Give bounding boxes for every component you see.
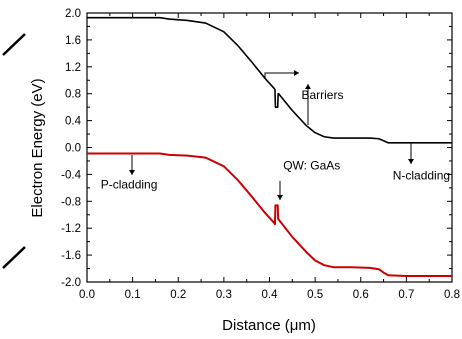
barriers-leader	[264, 72, 297, 78]
n-cladding-arrow-head	[408, 159, 414, 164]
decorative-slash-bottom	[2, 246, 26, 269]
barriers-label: Barriers	[301, 88, 343, 102]
conduction-band-line	[87, 16, 452, 144]
decorative-slash-top	[2, 33, 26, 56]
plot-area-border	[86, 12, 453, 283]
axis-ticks	[86, 12, 453, 283]
y-tick-label: -1.2	[61, 223, 81, 235]
y-tick-label: -1.6	[61, 250, 81, 262]
qw-arrow-head	[277, 195, 283, 200]
n-cladding-label: N-cladding	[393, 169, 450, 183]
barriers-arrow-up-head	[305, 84, 311, 89]
y-tick-label: 1.2	[65, 62, 81, 74]
plot-frame	[86, 12, 453, 283]
y-tick-label: 0.0	[65, 143, 81, 155]
annotation-arrows	[129, 70, 414, 200]
x-tick-label: 0.5	[307, 289, 323, 301]
x-axis-title: Distance (μm)	[222, 317, 316, 334]
y-tick-label: 0.4	[65, 116, 82, 128]
series-layer	[87, 16, 452, 277]
x-tick-label: 0.3	[216, 289, 232, 301]
x-tick-label: 0.6	[353, 289, 369, 301]
p-cladding-label: P-cladding	[101, 177, 158, 191]
x-tick-label: 0.7	[398, 289, 414, 301]
x-tick-label: 0.0	[79, 289, 95, 301]
x-tick-label: 0.1	[125, 289, 141, 301]
axis-tick-labels: 0.0 0.1 0.2 0.3 0.4 0.5 0.6 0.7 0.8 2.0 1.6 1.2 0.8 0…	[61, 8, 460, 301]
valence-band-line	[87, 152, 452, 277]
y-tick-label: -0.4	[61, 169, 81, 181]
y-tick-label: -0.8	[61, 196, 81, 208]
x-tick-label: 0.8	[444, 289, 460, 301]
y-tick-label: 2.0	[65, 8, 81, 20]
y-tick-label: -2.0	[61, 277, 81, 289]
y-axis-title: Electron Energy (eV)	[29, 78, 46, 217]
y-tick-label: 1.6	[65, 35, 81, 47]
y-tick-label: 0.8	[65, 89, 81, 101]
barriers-arrow-right-head	[294, 70, 299, 76]
x-tick-label: 0.4	[262, 289, 279, 301]
p-cladding-arrow-head	[129, 170, 135, 175]
annotation-labels: Barriers QW: GaAs P-cladding N-cladding	[101, 88, 450, 191]
x-tick-label: 0.2	[170, 289, 186, 301]
qw-gaas-label: QW: GaAs	[283, 159, 340, 173]
